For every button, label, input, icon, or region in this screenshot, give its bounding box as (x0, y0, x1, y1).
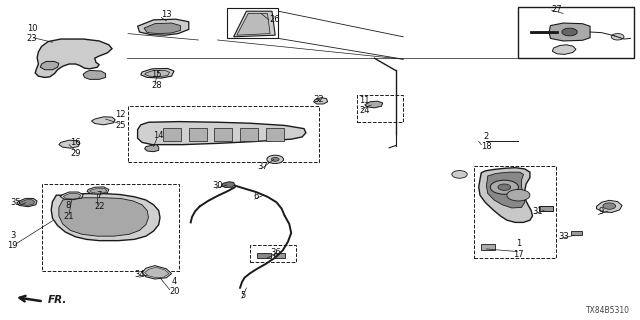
Text: 30: 30 (212, 181, 223, 190)
Circle shape (498, 184, 511, 190)
Text: 11
24: 11 24 (360, 96, 370, 115)
Polygon shape (40, 61, 59, 70)
Polygon shape (365, 101, 383, 108)
Bar (357, 95, 403, 122)
Circle shape (603, 203, 616, 209)
Polygon shape (63, 193, 81, 199)
Text: 36: 36 (270, 248, 280, 257)
Polygon shape (138, 19, 189, 35)
Text: 32: 32 (314, 95, 324, 104)
Bar (250, 245, 296, 262)
Text: 3
19: 3 19 (8, 231, 18, 250)
Text: 35: 35 (11, 198, 21, 207)
Bar (189, 128, 207, 141)
Polygon shape (549, 23, 590, 41)
Text: 27: 27 (552, 5, 562, 14)
Text: 4
20: 4 20 (170, 277, 180, 296)
Circle shape (611, 34, 624, 40)
Polygon shape (19, 200, 35, 205)
Polygon shape (60, 192, 83, 200)
Text: 26: 26 (270, 15, 280, 24)
Text: TX84B5310: TX84B5310 (586, 306, 630, 315)
Text: 14: 14 (153, 132, 163, 140)
Circle shape (507, 189, 530, 201)
Bar (42, 184, 179, 271)
Polygon shape (87, 187, 109, 194)
Polygon shape (83, 70, 106, 79)
Bar (474, 166, 556, 258)
Polygon shape (237, 13, 270, 35)
Polygon shape (479, 168, 532, 222)
Text: 34: 34 (134, 270, 145, 279)
Bar (518, 7, 634, 58)
Text: 37: 37 (257, 162, 268, 171)
Text: 13: 13 (161, 10, 172, 19)
Polygon shape (141, 68, 174, 78)
Polygon shape (234, 11, 275, 37)
Polygon shape (92, 117, 115, 125)
Polygon shape (59, 198, 148, 236)
Polygon shape (51, 194, 160, 241)
Polygon shape (144, 23, 180, 34)
Bar (227, 8, 278, 38)
Polygon shape (35, 39, 112, 77)
Polygon shape (90, 188, 107, 193)
Bar (128, 106, 319, 162)
Text: 12
25: 12 25 (115, 110, 125, 130)
Polygon shape (596, 200, 622, 212)
Bar (257, 253, 271, 258)
Text: FR.: FR. (48, 295, 67, 305)
Text: 31: 31 (532, 207, 543, 216)
Polygon shape (142, 266, 172, 279)
Text: 7
22: 7 22 (94, 191, 104, 211)
Bar (266, 128, 284, 141)
Text: 15
28: 15 28 (152, 70, 162, 90)
Polygon shape (145, 267, 169, 278)
Text: 33: 33 (558, 232, 568, 241)
Text: 9: 9 (599, 207, 604, 216)
Polygon shape (145, 70, 170, 77)
Text: 2
18: 2 18 (481, 132, 492, 151)
Text: 1
17: 1 17 (513, 239, 524, 259)
Polygon shape (314, 98, 328, 104)
Bar (240, 128, 258, 141)
Bar (163, 128, 181, 141)
Circle shape (271, 157, 279, 161)
Bar (274, 253, 285, 258)
Circle shape (452, 171, 467, 178)
Polygon shape (486, 172, 525, 208)
Bar (571, 231, 582, 235)
Polygon shape (59, 140, 80, 148)
Text: 16
29: 16 29 (70, 138, 81, 157)
Text: 6: 6 (253, 192, 259, 201)
Text: 10
23: 10 23 (27, 24, 37, 43)
Polygon shape (552, 45, 576, 54)
Circle shape (267, 155, 284, 164)
Polygon shape (17, 198, 37, 207)
Circle shape (562, 28, 577, 36)
Polygon shape (145, 145, 159, 152)
Polygon shape (221, 182, 235, 188)
Polygon shape (138, 122, 306, 145)
Bar (539, 206, 553, 211)
Circle shape (490, 180, 518, 194)
Text: 5: 5 (241, 292, 246, 300)
Text: 8
21: 8 21 (63, 202, 74, 221)
Bar (214, 128, 232, 141)
Bar (481, 244, 495, 250)
